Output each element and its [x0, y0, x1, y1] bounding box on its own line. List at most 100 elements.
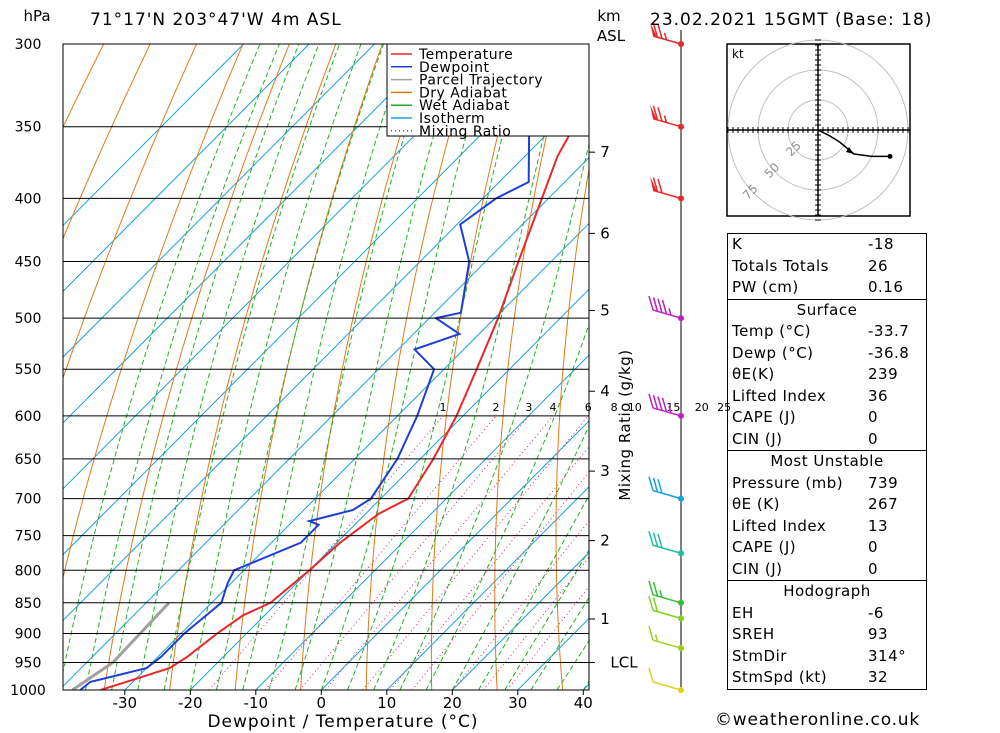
wind-barb-flag	[648, 580, 654, 596]
copyright-footer[interactable]: ©weatheronline.co.uk	[715, 710, 921, 730]
dry-adiabat-line	[365, 44, 476, 690]
wind-barb	[652, 189, 682, 200]
sreh-row: SREH 93	[728, 624, 926, 646]
isotherm-line	[63, 156, 589, 687]
wind-level-dot	[678, 687, 684, 693]
legend-label: Parcel Trajectory	[419, 73, 543, 89]
hodograph-table-title: Hodograph	[783, 582, 871, 600]
pressure-label: 700	[15, 492, 42, 508]
surface-dewp-value: -36.8	[868, 343, 910, 362]
dry-adiabat-line	[985, 44, 1000, 690]
surface-cin-value: 0	[868, 429, 879, 448]
wind-barb-flag	[657, 298, 663, 313]
pressure-label: 800	[15, 563, 42, 579]
wet-adiabat-line	[85, 44, 280, 690]
isotherm-line	[124, 222, 589, 690]
hodograph-unit: kt	[732, 47, 744, 61]
isotherm-line	[320, 420, 589, 690]
mu-theta-value: 267	[868, 495, 899, 513]
mixing-ratio-line	[264, 415, 497, 690]
sreh-label: SREH	[732, 625, 775, 643]
pw-value: 0.16	[868, 278, 904, 296]
x-tick-label: 40	[574, 694, 593, 712]
km-tick-label: 4	[600, 382, 610, 400]
eh-label: EH	[732, 603, 754, 622]
wind-barb-flag	[652, 597, 659, 612]
pressure-label: 650	[15, 452, 42, 468]
dry-adiabat-line	[63, 44, 151, 240]
plot-frame	[62, 43, 590, 691]
wind-barb-flag	[648, 295, 654, 311]
wind-barb-flag	[661, 299, 668, 315]
pressure-label: 950	[15, 655, 42, 671]
km-tick-label: LCL	[610, 653, 638, 671]
mixing-ratio-line	[482, 556, 589, 690]
km-tick-label: 5	[600, 302, 610, 320]
dry-adiabat-line	[169, 44, 337, 690]
wind-barb	[652, 594, 682, 604]
wind-level-dot	[678, 412, 684, 419]
surface-theta-label: θE(K)	[732, 365, 775, 383]
tt-row: Totals Totals 26	[728, 256, 926, 278]
mixing-ratio-line	[389, 445, 589, 690]
mixing-ratio-label: 1	[440, 401, 447, 414]
wind-barb	[652, 639, 682, 649]
wind-level-dot	[678, 615, 684, 622]
mixing-ratio-label: 4	[550, 401, 557, 414]
wet-adiabat-line	[63, 44, 261, 675]
isotherm-line	[63, 44, 244, 227]
asl-unit-label: ASL	[597, 27, 626, 45]
dry-adiabat-line	[234, 44, 383, 690]
legend-label: Mixing Ratio	[419, 124, 511, 140]
pressure-label: 850	[15, 596, 42, 612]
wind-barb-flag	[652, 297, 659, 312]
wind-barb-flag	[657, 24, 663, 39]
mu-li-value: 13	[868, 516, 889, 535]
dry-adiabat-line	[937, 44, 1000, 690]
most-unstable-title: Most Unstable	[770, 452, 884, 470]
wind-barb	[652, 681, 682, 691]
pw-label: PW (cm)	[732, 278, 799, 296]
wind-barb-flag	[648, 393, 654, 409]
k-label: K	[732, 235, 743, 253]
mu-pressure-row: Pressure (mb) 739	[728, 473, 926, 495]
wind-barb-flag	[648, 596, 654, 611]
mixing-ratio-line	[411, 471, 589, 690]
wind-barb-pennant	[650, 104, 657, 120]
pressure-label: 500	[15, 311, 42, 327]
location-title: 71°17'N 203°47'W 4m ASL	[90, 10, 342, 30]
wind-barb	[652, 117, 682, 128]
x-axis-label: Dewpoint / Temperature (°C)	[207, 712, 478, 732]
surface-dewp-row: Dewp (°C) -36.8	[728, 343, 926, 365]
surface-cape-label: CAPE (J)	[732, 408, 797, 426]
dry-adiabat-line	[673, 44, 707, 690]
stmdir-label: StmDir	[732, 646, 787, 665]
wind-barb-half	[654, 634, 659, 642]
mixing-ratio-line	[362, 415, 589, 690]
wind-barb-pennant	[650, 22, 657, 37]
surface-temp-value: -33.7	[868, 322, 910, 340]
mixing-ratio-line	[208, 415, 444, 690]
wet-adiabat-line	[294, 44, 462, 690]
wind-barb-half	[663, 32, 668, 41]
x-tick-label: 10	[377, 694, 396, 712]
wind-barb-flag	[648, 667, 654, 683]
legend-label: Dewpoint	[419, 60, 490, 76]
isotherm-line	[63, 44, 441, 424]
isotherm-line	[63, 91, 589, 622]
wind-barb-flag	[657, 396, 663, 411]
isotherm-line	[63, 44, 572, 556]
wind-barb-flag	[657, 479, 663, 494]
dewpoint-line	[79, 66, 589, 690]
wind-barb-half	[668, 308, 672, 316]
mu-theta-label: θE (K)	[732, 495, 780, 513]
mixing-ratio-label: 10	[628, 401, 642, 414]
wind-barb	[652, 609, 682, 620]
x-tick-label: 30	[508, 694, 527, 712]
wind-level-dot	[678, 550, 684, 557]
wind-barb-flag	[652, 23, 659, 38]
wind-barb-flag	[652, 395, 659, 410]
wet-adiabat-line	[478, 494, 589, 690]
